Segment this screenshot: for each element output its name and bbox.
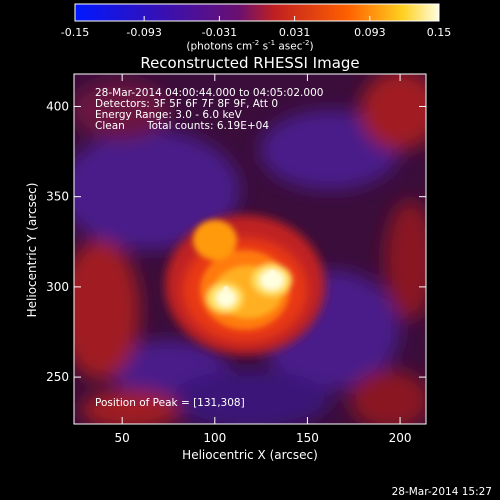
annotation-energy: Energy Range: 3.0 - 6.0 keV [95, 109, 242, 121]
x-tick-label: 50 [115, 431, 130, 445]
annotation-detectors: Detectors: 3F 5F 6F 7F 8F 9F, Att 0 [95, 98, 279, 110]
colorbar-tick-label: -0.093 [126, 26, 161, 39]
source-peak [222, 285, 229, 292]
colorbar-tick-label: -0.15 [61, 26, 89, 39]
colorbar-tick-label: 0.093 [354, 26, 386, 39]
y-tick-label: 400 [46, 99, 69, 113]
x-tick-label: 200 [389, 431, 412, 445]
annotation-peak-position: Position of Peak = [131,308] [95, 397, 245, 409]
y-tick-label: 350 [46, 190, 69, 204]
x-axis-label: Heliocentric X (arcsec) [182, 448, 318, 462]
x-tick-label: 100 [203, 431, 226, 445]
colorbar-tick-label: 0.15 [427, 26, 452, 39]
footer-timestamp: 28-Mar-2014 15:27 [391, 486, 492, 498]
colorbar-tick-label: -0.031 [202, 26, 237, 39]
colorbar [74, 3, 440, 22]
colorbar-tick-label: 0.031 [279, 26, 311, 39]
chart-title: Reconstructed RHESSI Image [140, 54, 359, 72]
annotation-counts: Total counts: 6.19E+04 [147, 120, 270, 132]
annotation-time: 28-Mar-2014 04:00:44.000 to 04:05:02.000 [95, 87, 324, 99]
colorbar-ticks: -0.15 -0.093 -0.031 0.031 0.093 0.15 [61, 16, 451, 39]
heatmap-image [74, 74, 426, 424]
plot-frame [73, 73, 427, 425]
y-axis-label: Heliocentric Y (arcsec) [25, 183, 39, 318]
y-tick-label: 250 [46, 370, 69, 384]
annotation-method: Clean [95, 120, 125, 132]
y-axis: 250 300 350 400 [46, 99, 426, 384]
x-axis: 50 100 150 200 [115, 74, 412, 445]
y-tick-label: 300 [46, 280, 69, 294]
colorbar-unit-label: (photons cm-2 s-1 asec-2) [186, 39, 314, 53]
source-peak [269, 269, 276, 276]
x-tick-label: 150 [296, 431, 319, 445]
